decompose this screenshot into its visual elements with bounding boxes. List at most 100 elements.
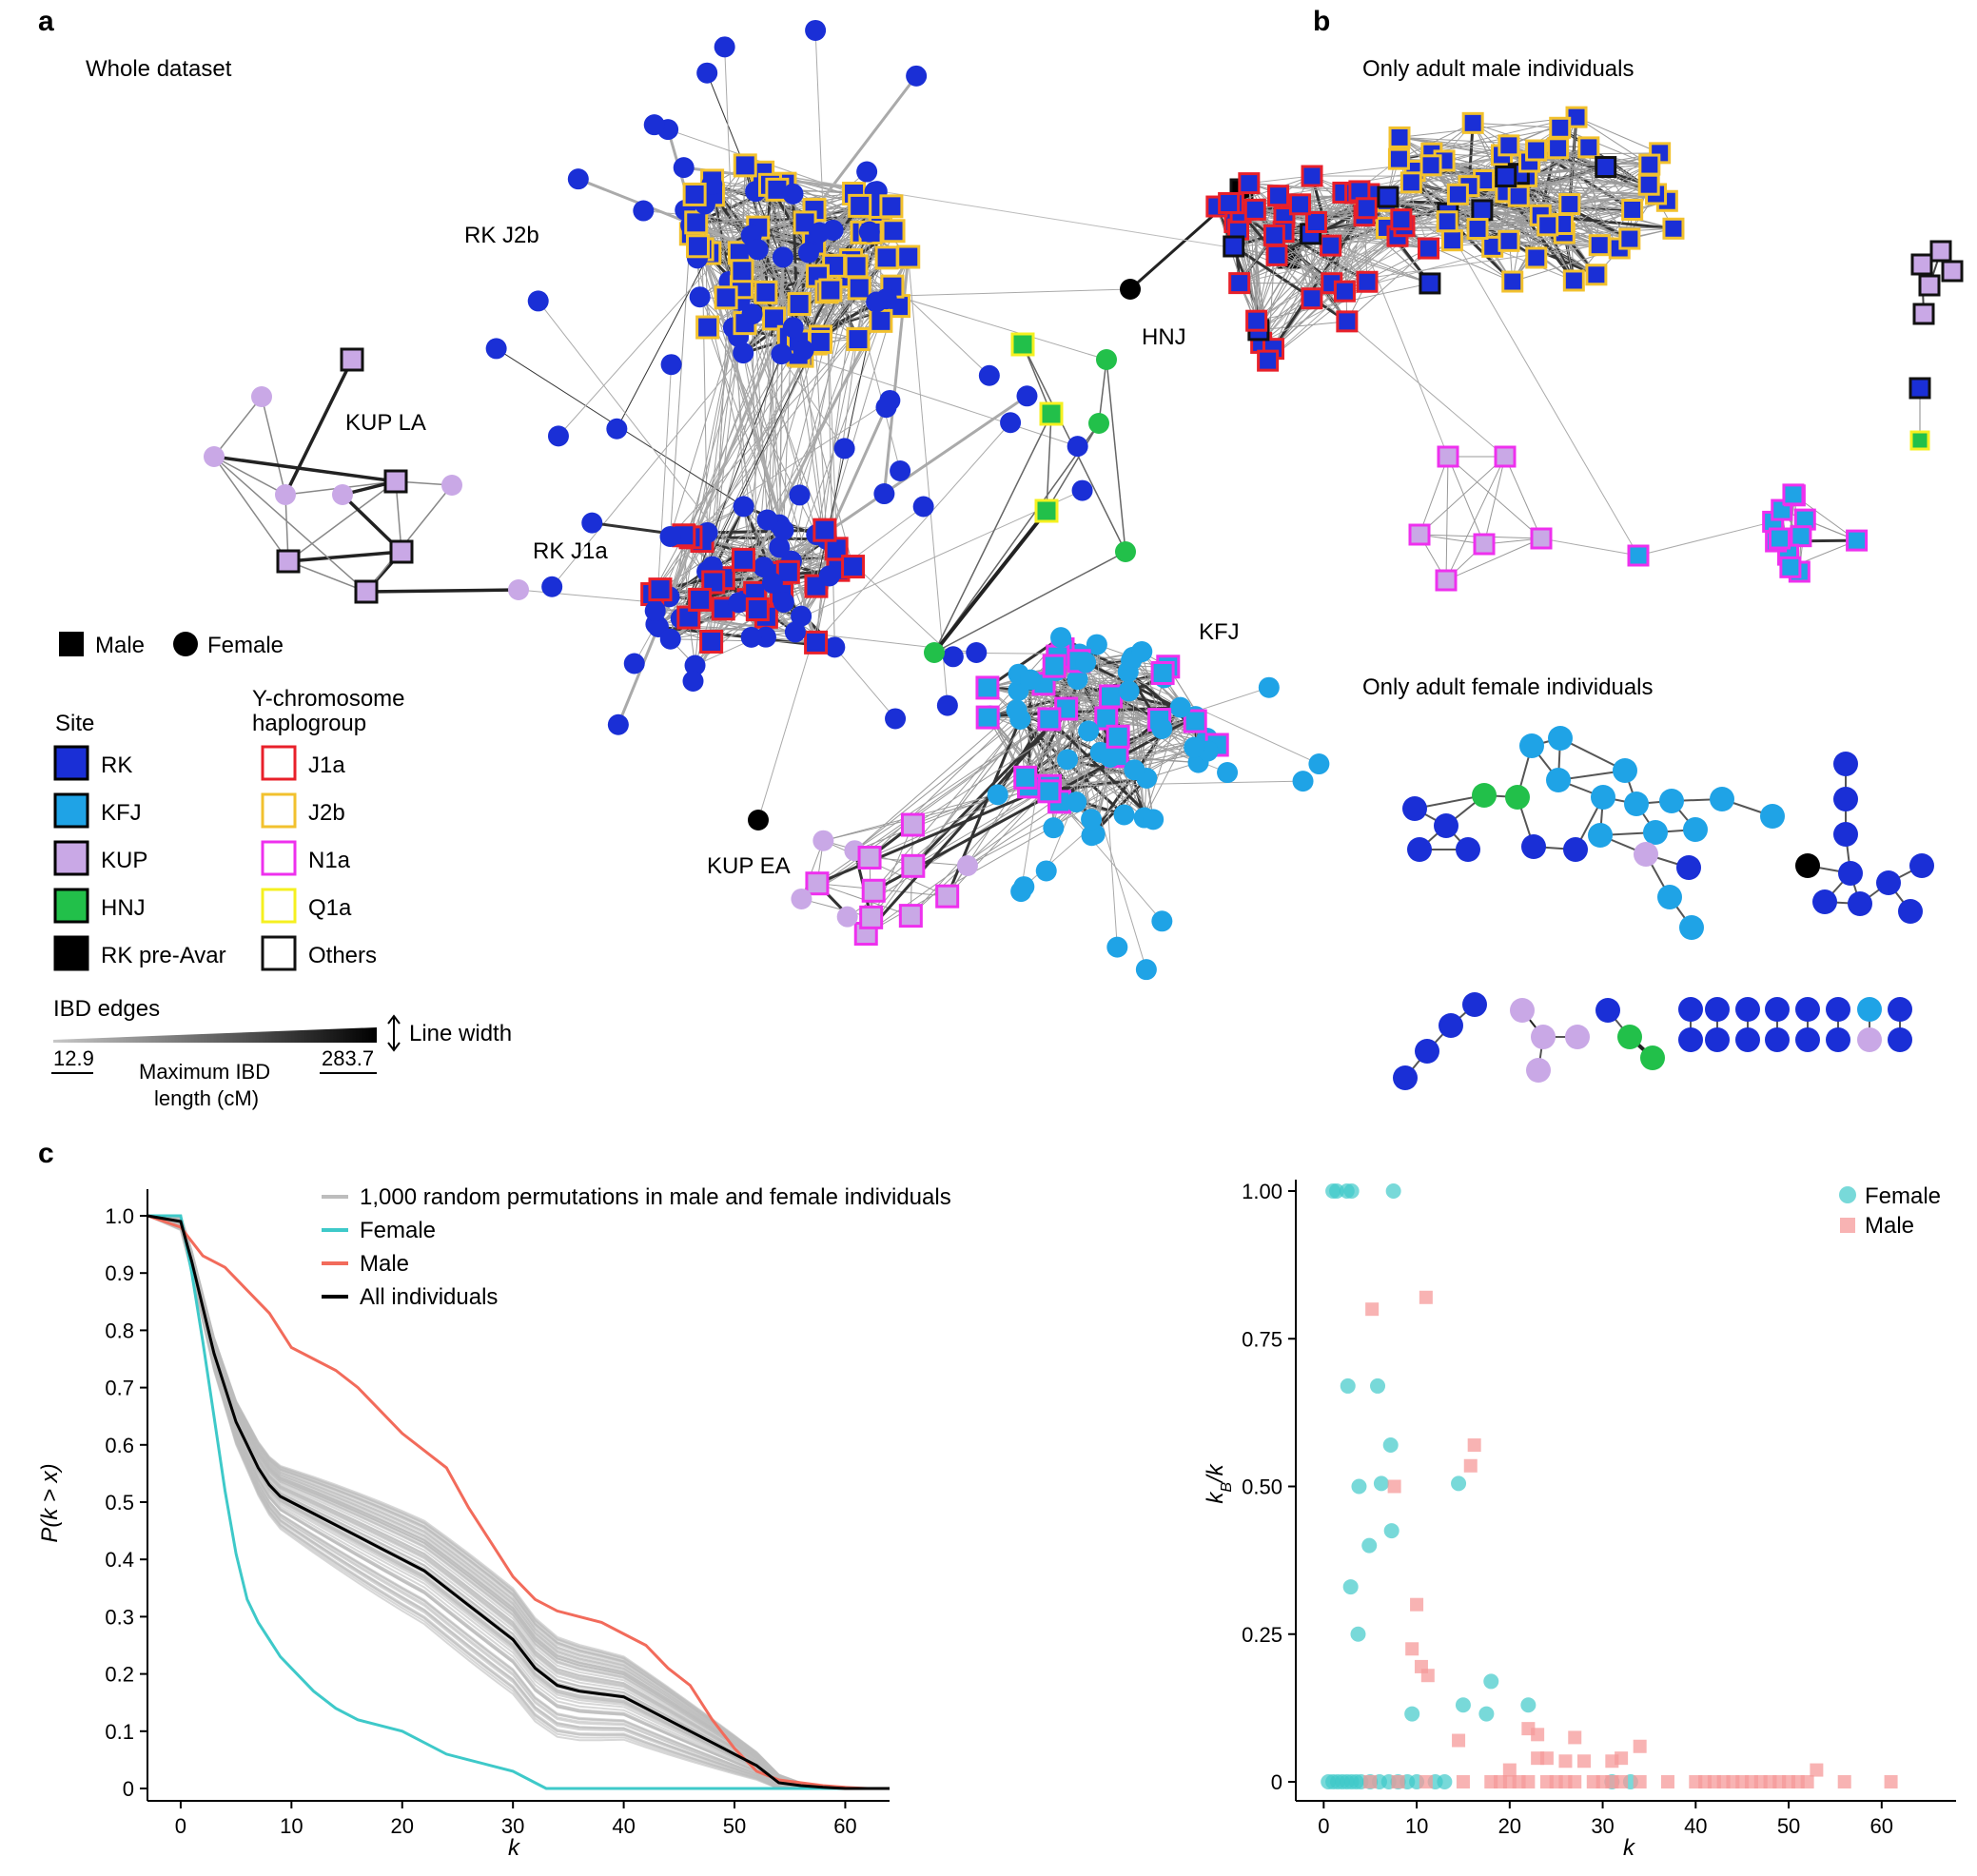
network-edge	[668, 318, 775, 597]
network-edge	[1238, 228, 1506, 458]
network-node-male	[1039, 401, 1064, 426]
network-node-male	[846, 327, 871, 352]
network-edge	[1445, 456, 1506, 581]
legend-female-label: Female	[1865, 1183, 1941, 1209]
network-node-male	[1908, 377, 1931, 400]
network-node-female	[773, 591, 794, 613]
network-edge	[690, 225, 793, 561]
network-node-male	[701, 570, 726, 595]
network-node-male	[648, 577, 673, 602]
network-node-male	[699, 629, 724, 654]
network-node-female	[1795, 1027, 1820, 1052]
network-node-female	[1624, 791, 1649, 816]
network-node-female	[660, 354, 682, 376]
network-edge	[933, 422, 1100, 654]
point-female	[1455, 1697, 1471, 1713]
network-node-female	[1833, 787, 1858, 811]
legend-site-label: HNJ	[101, 895, 146, 921]
network-node-female	[1106, 936, 1128, 958]
network-node-male	[1301, 165, 1323, 187]
network-node-female	[1888, 1027, 1912, 1052]
network-node-male	[1243, 198, 1266, 221]
network-edge	[912, 715, 1196, 826]
network-edge	[833, 646, 896, 719]
network-node-male	[745, 597, 770, 622]
network-node-male	[775, 559, 800, 584]
network-node-female	[1676, 855, 1701, 880]
network-node-female	[1115, 541, 1136, 562]
network-node-female	[733, 342, 754, 364]
network-node-female	[581, 512, 603, 534]
network-node-female	[1735, 1027, 1760, 1052]
network-edge	[801, 708, 1067, 900]
network-node-female	[789, 484, 811, 506]
network-node-female	[1678, 1027, 1703, 1052]
network-edge	[712, 194, 730, 283]
network-edge	[1483, 456, 1506, 545]
cluster-label-kup-la: KUP LA	[345, 410, 426, 436]
network-node-female	[791, 605, 812, 627]
network-edge	[1047, 717, 1155, 821]
network-node-female	[673, 157, 695, 179]
network-node-male	[1387, 147, 1410, 170]
network-node-female	[966, 641, 988, 663]
network-edge	[854, 718, 1021, 851]
legend-haplogroup-label: Others	[308, 943, 377, 968]
network-node-male	[1790, 525, 1812, 548]
network-node-male	[1495, 165, 1517, 187]
network-node-male	[1768, 527, 1791, 550]
legend-label: All individuals	[360, 1284, 498, 1310]
network-edge	[1234, 193, 1458, 223]
network-node-male	[1530, 527, 1553, 550]
network-node-male	[841, 555, 866, 579]
network-node-male	[1301, 287, 1323, 310]
chart-ccdf: 0 0.1 0.2 0.3 0.4 0.5 0.6 0.7 0.8 0.9 1.0 0 10 20 30 40…	[37, 1184, 951, 1861]
network-node-female	[761, 572, 783, 594]
network-node-female	[812, 830, 834, 851]
network-adult-males-females	[1205, 106, 1964, 1090]
legend-haplogroup-label: N1a	[308, 848, 351, 873]
network-node-female	[541, 576, 563, 597]
legend-label: 1,000 random permutations in male and fe…	[360, 1184, 951, 1210]
network-edge	[1096, 644, 1208, 752]
legend-haplogroup-title-1: Y-chromosome	[252, 686, 405, 712]
point-male	[1456, 1775, 1470, 1788]
network-node-male	[1547, 137, 1570, 160]
network-edge	[669, 225, 692, 537]
legend-haplogroup-swatch	[261, 745, 297, 781]
network-node-female	[1812, 889, 1837, 914]
network-node-female	[1833, 822, 1858, 847]
network-node-female	[1760, 804, 1785, 829]
network-node-male	[787, 292, 812, 317]
point-female	[1370, 1378, 1386, 1394]
network-node-male	[1436, 210, 1458, 233]
network-edge	[1564, 200, 1668, 234]
network-node-male	[869, 308, 893, 333]
network-node-female	[1705, 1027, 1730, 1052]
network-edge	[910, 695, 1111, 916]
point-male	[1467, 1438, 1481, 1453]
network-node-male	[1585, 264, 1608, 286]
point-female	[1351, 1478, 1367, 1495]
network-edge	[812, 74, 918, 211]
network-node-female	[772, 246, 793, 268]
network-node-female	[1000, 412, 1022, 434]
line-width-arrow-icon	[387, 1014, 401, 1052]
legend-ibd-title: IBD edges	[53, 996, 160, 1022]
y-axis-title: P(k > x)	[37, 1463, 63, 1542]
x-tick-label: 40	[612, 1814, 635, 1838]
network-b-nodes	[1205, 106, 1964, 1090]
network-node-male	[1333, 280, 1356, 303]
network-node-male	[1779, 556, 1802, 578]
y-tick-label: 1.0	[105, 1204, 134, 1228]
network-node-female	[873, 483, 895, 505]
network-node-male	[1577, 136, 1600, 159]
legend-haplogroups: J1a J2b N1a Q1a Others	[261, 745, 377, 971]
network-edge	[1447, 456, 1542, 539]
network-edge	[707, 528, 825, 535]
network-edge	[967, 715, 1196, 867]
network-edge	[933, 551, 1126, 654]
network-node-male	[1037, 779, 1062, 804]
point-male	[1568, 1730, 1582, 1745]
network-node-female	[924, 642, 945, 663]
